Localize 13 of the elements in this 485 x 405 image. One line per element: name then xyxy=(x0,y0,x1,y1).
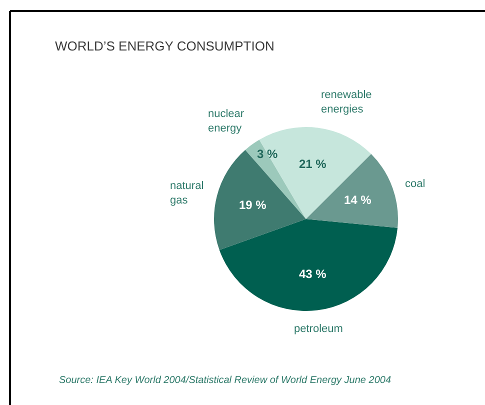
chart-title: WORLD’S ENERGY CONSUMPTION xyxy=(55,38,274,54)
slice-label: coal xyxy=(405,178,426,190)
slice-label: petroleum xyxy=(294,323,343,335)
data-label: 3 % xyxy=(257,147,278,161)
pie-slice xyxy=(219,219,398,311)
data-label: 21 % xyxy=(299,157,327,171)
slice-label: natural gas xyxy=(170,180,204,206)
data-label: 19 % xyxy=(239,198,267,212)
data-label: 14 % xyxy=(344,193,372,207)
slice-label: nuclear energy xyxy=(208,108,244,134)
data-label: 43 % xyxy=(299,267,327,281)
slice-label: renewable energies xyxy=(321,89,372,116)
source-note: Source: IEA Key World 2004/Statistical Review of World Energy June 2004 xyxy=(59,375,392,386)
